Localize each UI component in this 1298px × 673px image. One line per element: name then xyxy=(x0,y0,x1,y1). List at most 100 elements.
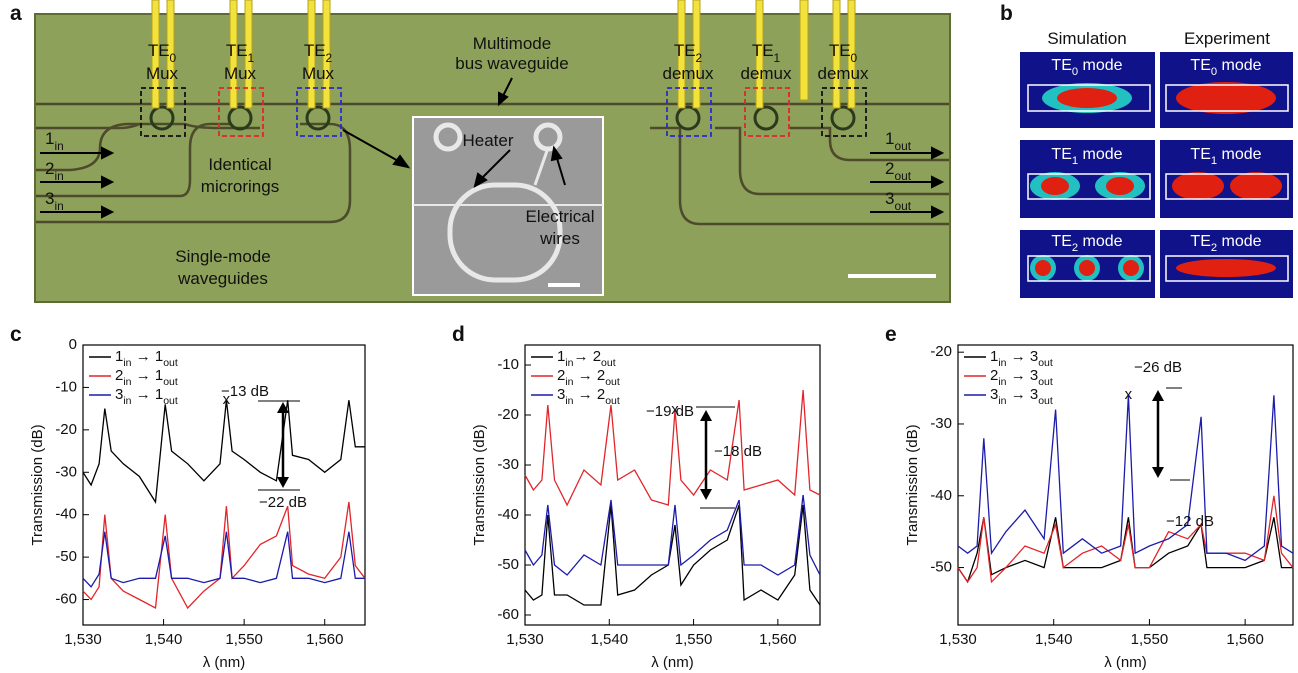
mux-mode: TE2 xyxy=(674,41,703,65)
spectrum-line xyxy=(524,494,821,576)
annotation: −22 dB xyxy=(259,494,307,511)
legend-label: 1in→ 2out xyxy=(557,348,616,369)
output-label: 3out xyxy=(885,189,912,213)
y-axis-label: Transmission (dB) xyxy=(471,424,488,545)
x-axis-label: λ (nm) xyxy=(203,654,246,671)
single-mode-label: waveguides xyxy=(177,269,268,288)
column-label: Experiment xyxy=(1184,29,1270,48)
bus-label: Multimode xyxy=(473,34,551,53)
mode-label: TE2 mode xyxy=(1190,233,1261,254)
mode-label: TE0 mode xyxy=(1051,57,1122,78)
input-label: 3in xyxy=(45,189,64,213)
y-tick-label: -40 xyxy=(497,506,519,523)
spectrum-line xyxy=(82,501,366,610)
x-tick-label: 1,550 xyxy=(225,631,263,648)
annotation: −18 dB xyxy=(714,443,762,460)
ring-label: microrings xyxy=(201,177,279,196)
spectrum-line xyxy=(82,400,365,504)
spectrum-line xyxy=(957,395,1294,562)
output-label: 1out xyxy=(885,129,912,153)
y-tick-label: -40 xyxy=(55,506,77,523)
mux-mode: TE0 xyxy=(829,41,858,65)
ring-label: Identical xyxy=(208,155,271,174)
spectrum-line xyxy=(82,531,365,588)
mux-role: Mux xyxy=(302,64,335,83)
mux-role: demux xyxy=(740,64,792,83)
mode-label: TE0 mode xyxy=(1190,57,1261,78)
annotation: −26 dB xyxy=(1134,359,1182,376)
annotation: −13 dB xyxy=(221,383,269,400)
x-tick-label: 1,530 xyxy=(939,631,977,648)
peak-marker: x xyxy=(223,391,231,408)
input-label: 2in xyxy=(45,159,64,183)
y-tick-label: -60 xyxy=(497,606,519,623)
panel-letter: d xyxy=(452,323,465,346)
x-tick-label: 1,540 xyxy=(591,631,629,648)
x-tick-label: 1,560 xyxy=(759,631,797,648)
legend-label: 1in → 1out xyxy=(115,348,178,369)
micrograph xyxy=(34,0,951,303)
legend-label: 1in → 3out xyxy=(990,348,1053,369)
x-tick-label: 1,540 xyxy=(145,631,183,648)
y-tick-label: -30 xyxy=(497,456,519,473)
legend-label: 3in → 2out xyxy=(557,386,620,407)
x-tick-label: 1,550 xyxy=(1131,631,1169,648)
panel-letter: a xyxy=(10,2,22,25)
legend-label: 2in → 2out xyxy=(557,367,620,388)
peak-marker: x xyxy=(1125,386,1133,403)
spectrum-line xyxy=(957,517,1293,584)
legend-label: 2in → 1out xyxy=(115,367,178,388)
bus-label: bus waveguide xyxy=(455,54,568,73)
x-tick-label: 1,530 xyxy=(64,631,102,648)
mux-mode: TE0 xyxy=(148,41,177,65)
arrow-head xyxy=(700,410,712,421)
heater-label: Heater xyxy=(462,131,513,150)
y-tick-label: -50 xyxy=(930,559,952,576)
x-tick-label: 1,560 xyxy=(1226,631,1264,648)
x-tick-label: 1,550 xyxy=(675,631,713,648)
spectrum-line xyxy=(524,504,821,606)
y-tick-label: -30 xyxy=(930,415,952,432)
plot-frame xyxy=(524,344,821,626)
legend-label: 2in → 3out xyxy=(990,367,1053,388)
panel-letter: c xyxy=(10,323,22,346)
y-tick-label: -60 xyxy=(55,591,77,608)
mux-mode: TE2 xyxy=(304,41,333,65)
spectrum-line xyxy=(957,495,1294,584)
y-axis-label: Transmission (dB) xyxy=(904,424,921,545)
mode-label: TE1 mode xyxy=(1190,146,1261,167)
y-tick-label: -20 xyxy=(497,406,519,423)
arrow-head xyxy=(277,477,289,488)
y-tick-label: -10 xyxy=(497,356,519,373)
y-tick-label: -50 xyxy=(497,556,519,573)
y-tick-label: -40 xyxy=(930,487,952,504)
wires-label: wires xyxy=(539,229,580,248)
x-axis-label: λ (nm) xyxy=(1104,654,1147,671)
output-label: 2out xyxy=(885,159,912,183)
mode-label: TE1 mode xyxy=(1051,146,1122,167)
peak-marker: x xyxy=(671,401,679,418)
x-axis-label: λ (nm) xyxy=(651,654,694,671)
y-tick-label: -50 xyxy=(55,548,77,565)
x-tick-label: 1,540 xyxy=(1035,631,1073,648)
mux-mode: TE1 xyxy=(226,41,255,65)
y-tick-label: -30 xyxy=(55,463,77,480)
wires-label: Electrical xyxy=(526,207,595,226)
legend-label: 3in → 3out xyxy=(990,386,1053,407)
annotation: −19 dB xyxy=(646,403,694,420)
y-tick-label: -20 xyxy=(55,421,77,438)
y-tick-label: -10 xyxy=(55,378,77,395)
plot-frame xyxy=(82,344,366,626)
arrow-head xyxy=(700,489,712,500)
y-tick-label: -20 xyxy=(930,343,952,360)
mode-images xyxy=(1020,52,1293,298)
legend-label: 3in → 1out xyxy=(115,386,178,407)
mux-role: Mux xyxy=(224,64,257,83)
x-tick-label: 1,530 xyxy=(506,631,544,648)
y-tick-label: 0 xyxy=(69,336,77,353)
arrow-head xyxy=(1152,390,1164,401)
mux-role: Mux xyxy=(146,64,179,83)
mux-role: demux xyxy=(817,64,869,83)
annotation: −12 dB xyxy=(1166,513,1214,530)
